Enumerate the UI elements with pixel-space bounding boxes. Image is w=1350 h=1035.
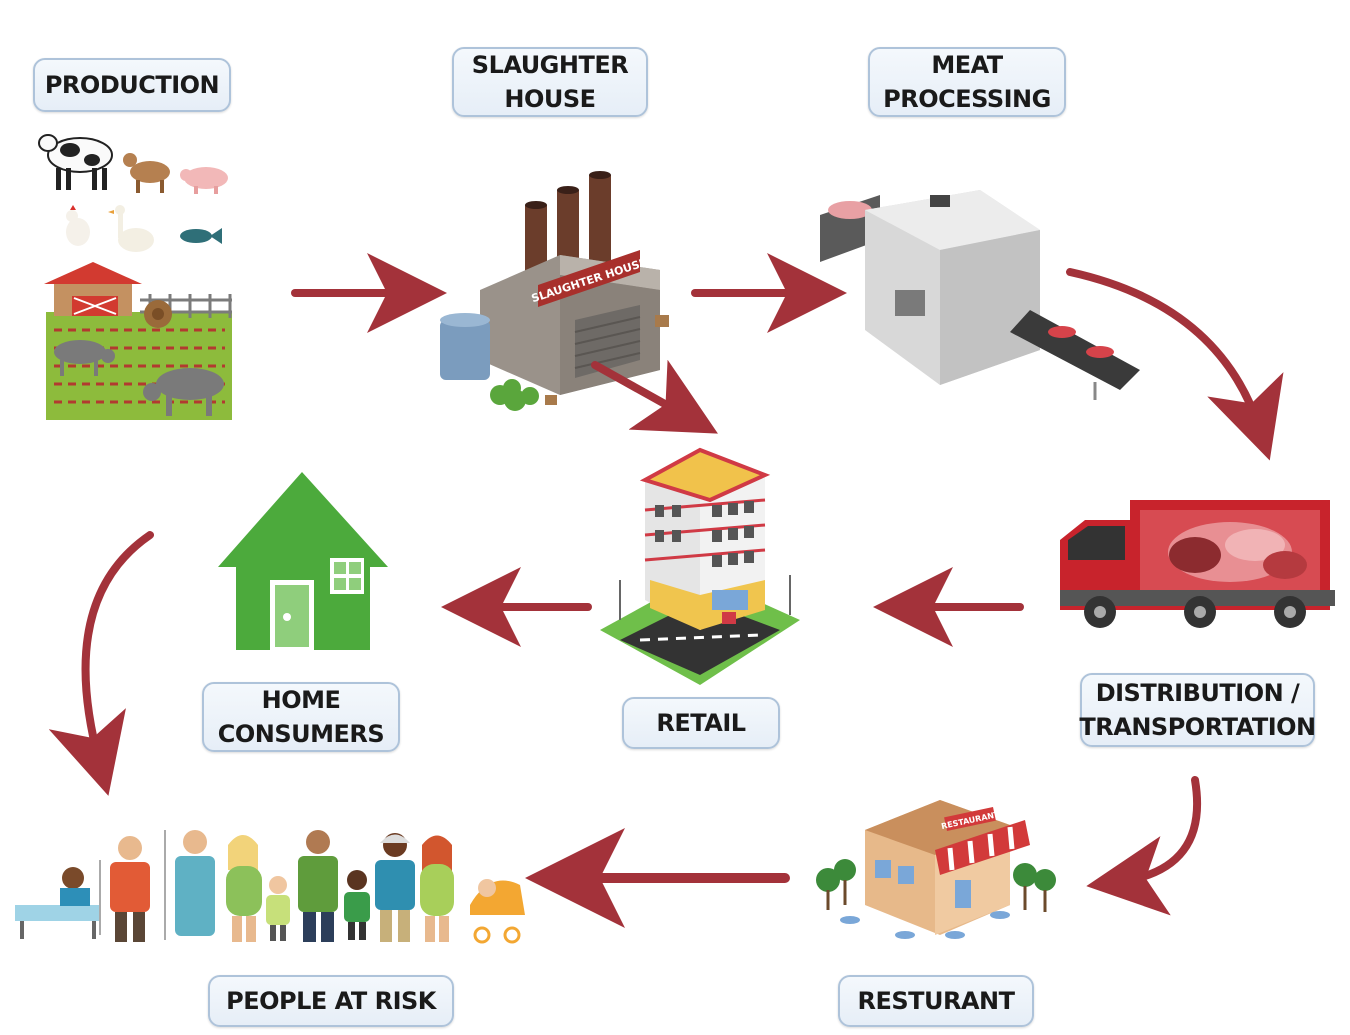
meat-processing-label: MEAT PROCESSING — [868, 47, 1066, 117]
home-consumers-label: HOME CONSUMERS — [202, 682, 400, 752]
delivery-truck-icon — [1060, 500, 1335, 628]
distribution-label: DISTRIBUTION / TRANSPORTATION — [1079, 673, 1316, 747]
home-icon — [218, 472, 388, 650]
arrow-distribution-to-restaurant — [1086, 776, 1202, 916]
person-figure — [420, 835, 454, 942]
person-figure — [375, 833, 415, 942]
distribution-label-line1: DISTRIBUTION / — [1095, 679, 1300, 707]
pig-icon — [180, 167, 228, 194]
slaughter-house-icon: SLAUGHTER HOUSE — [440, 171, 669, 411]
people-at-risk-label-text: PEOPLE AT RISK — [226, 987, 436, 1015]
home-consumers-label-line2: CONSUMERS — [217, 720, 385, 748]
home-consumers-label-line1: HOME — [261, 686, 341, 714]
distribution-label-line2: TRANSPORTATION — [1079, 713, 1316, 741]
arrow-processing-to-distribution — [1066, 268, 1284, 461]
meat-processing-label-line2: PROCESSING — [883, 85, 1051, 113]
person-figure — [298, 830, 338, 942]
goat-icon — [123, 153, 170, 193]
meat-processing-machine-icon — [820, 190, 1140, 400]
slaughter-house-label-line2: HOUSE — [504, 85, 596, 113]
meat-processing-label-line1: MEAT — [931, 51, 1003, 79]
person-figure — [164, 830, 215, 940]
retail-building-icon — [600, 447, 800, 685]
hospital-bed-icon — [15, 860, 101, 939]
slaughter-house-label-line1: SLAUGHTER — [471, 51, 629, 79]
restaurant-icon: RESTAURANT — [816, 800, 1056, 939]
cow-icon — [38, 134, 113, 190]
farm-icon — [44, 262, 232, 420]
people-at-risk-label: PEOPLE AT RISK — [208, 975, 454, 1027]
resturant-label-text: RESTURANT — [857, 987, 1015, 1015]
slaughter-house-label: SLAUGHTER HOUSE — [452, 47, 648, 117]
baby-stroller-icon — [470, 879, 525, 944]
fish-icon — [180, 228, 222, 244]
production-label-text: PRODUCTION — [44, 71, 220, 99]
people-at-risk-icon — [15, 830, 525, 944]
person-figure — [110, 836, 150, 942]
retail-label: RETAIL — [622, 697, 780, 749]
goose-icon — [108, 205, 154, 252]
arrow-home-to-people — [48, 531, 154, 796]
retail-label-text: RETAIL — [656, 709, 746, 737]
chicken-icon — [66, 205, 90, 246]
person-figure — [344, 870, 370, 940]
arrow-slaughter-to-retail — [591, 359, 718, 434]
person-figure — [266, 876, 290, 941]
person-figure — [226, 835, 262, 942]
production-label: PRODUCTION — [33, 58, 231, 112]
resturant-label: RESTURANT — [838, 975, 1034, 1027]
